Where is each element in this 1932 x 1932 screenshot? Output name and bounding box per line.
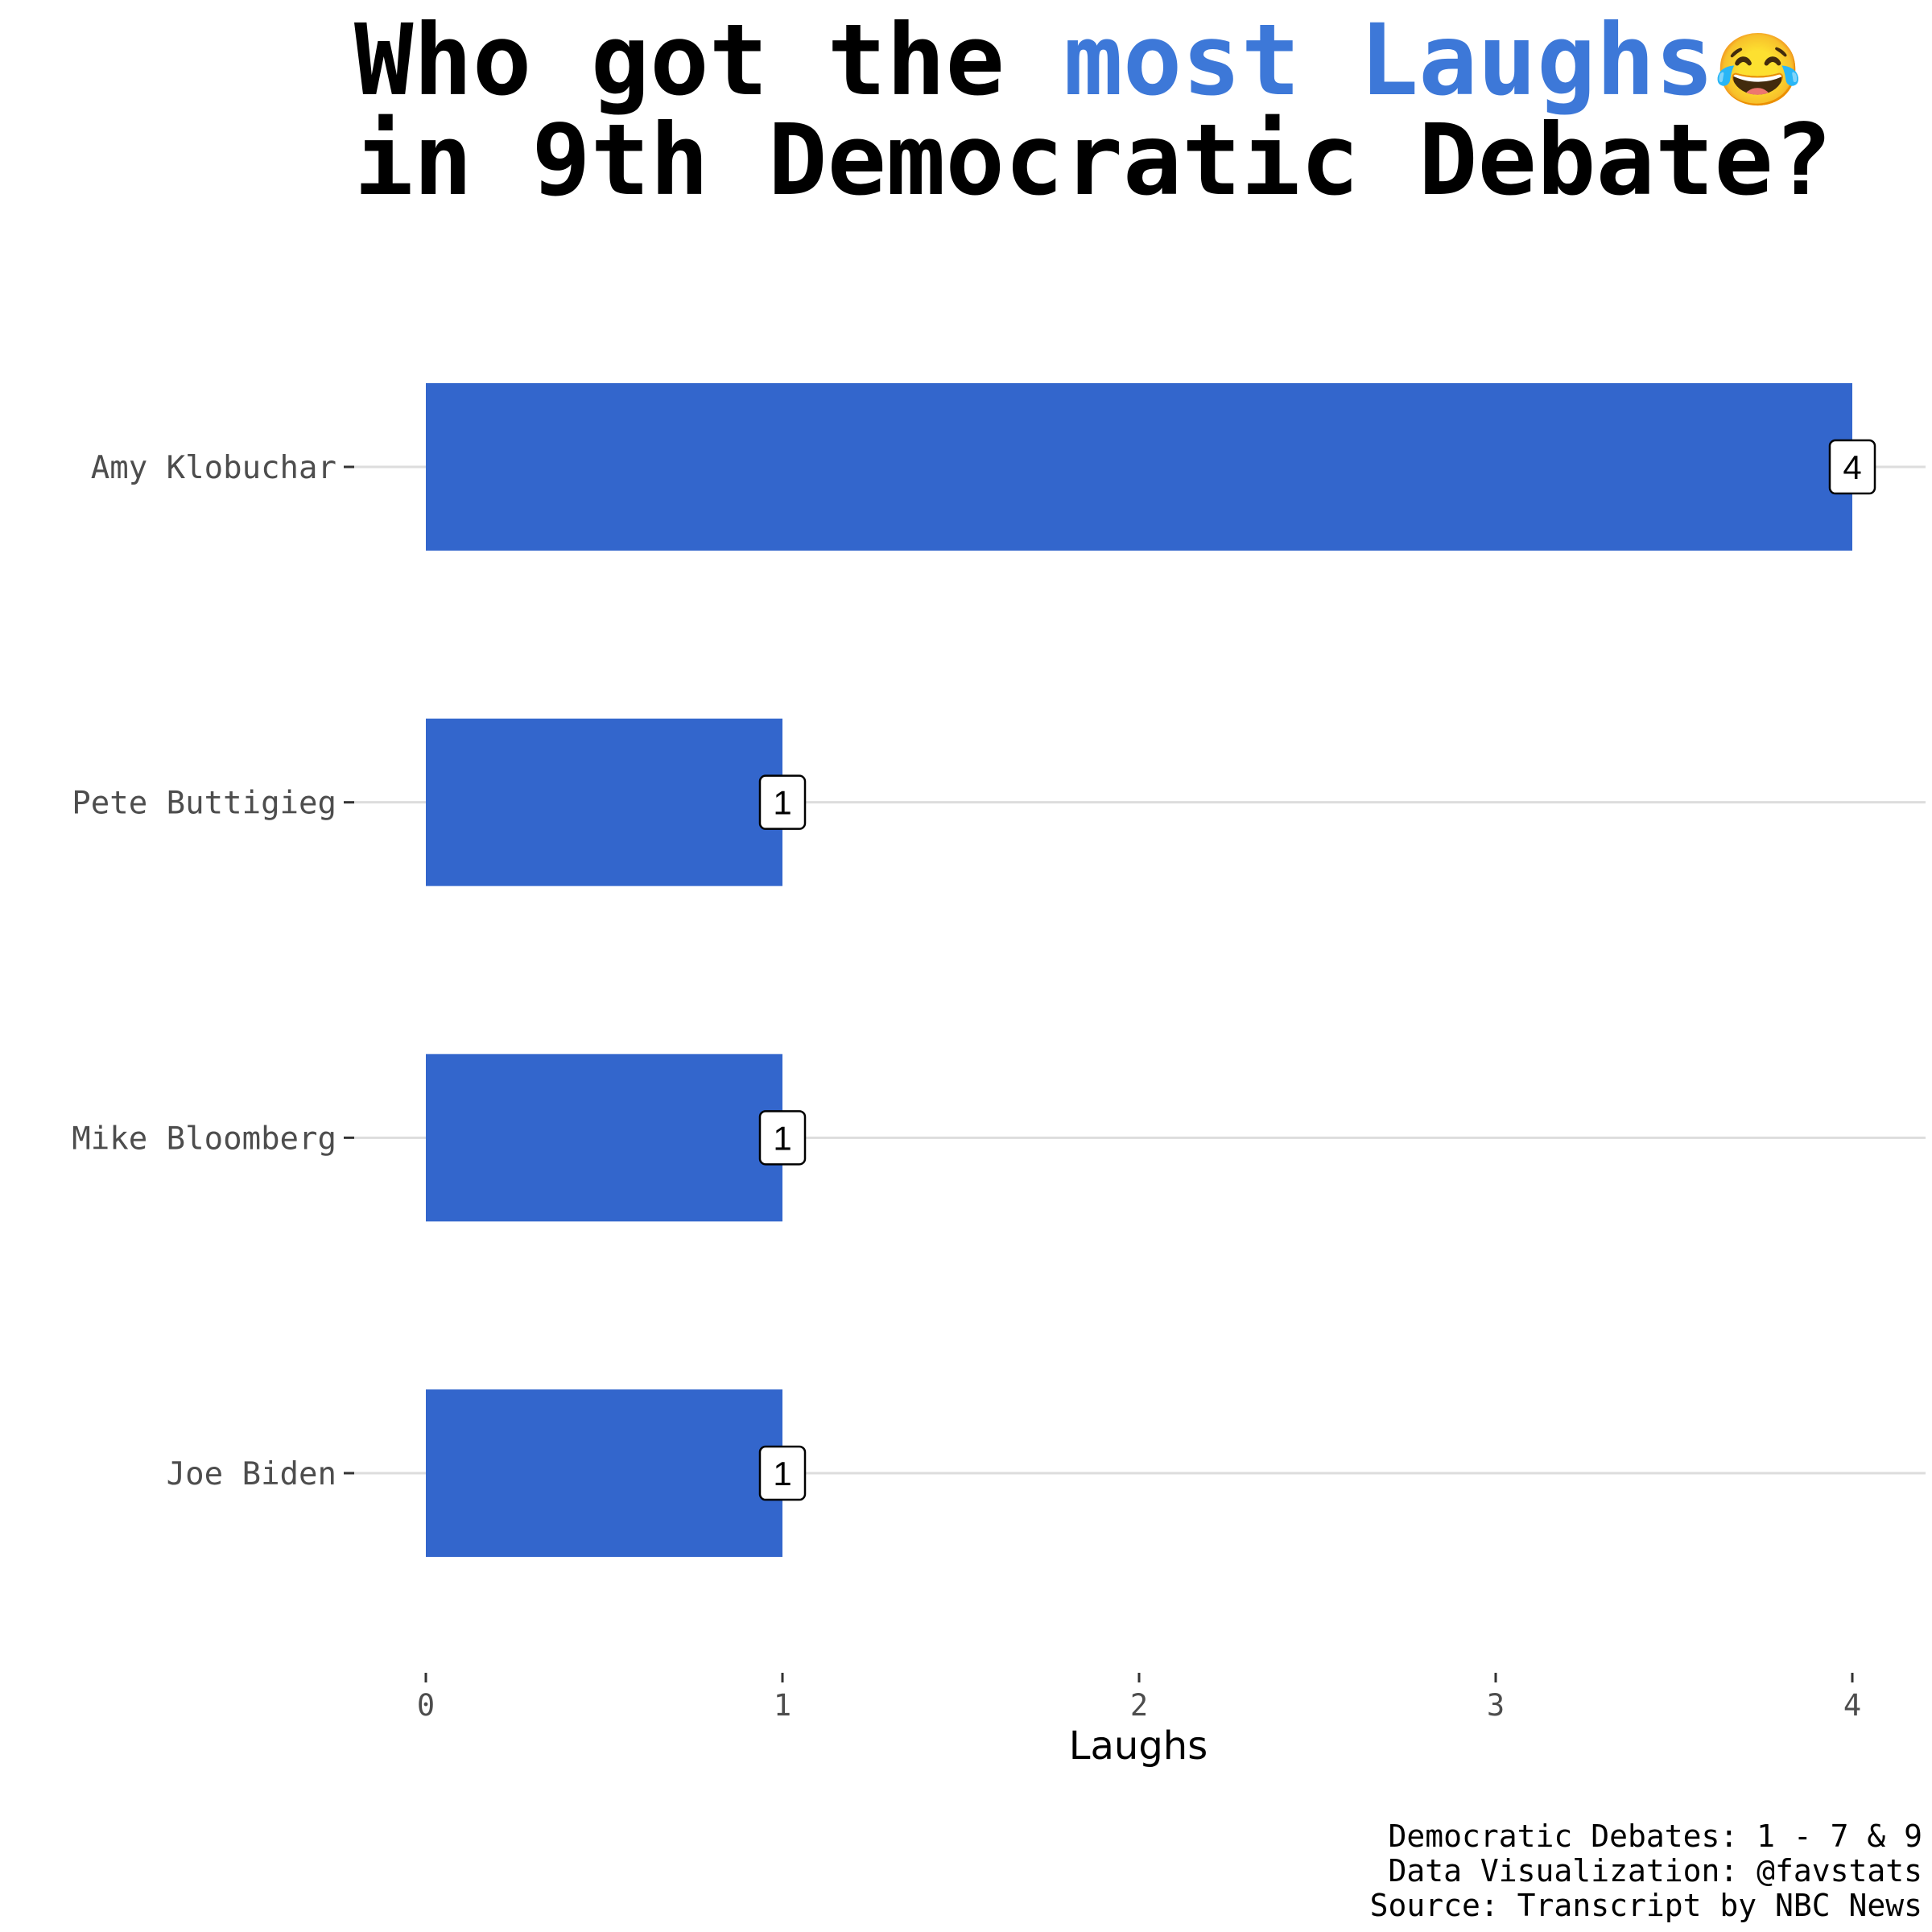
value-label-amy-klobuchar: 4	[1843, 448, 1861, 486]
category-axis: Amy Klobuchar Pete Buttigieg Mike Bloomber…	[72, 450, 354, 1492]
x-tick-label-1: 1	[774, 1688, 791, 1723]
bar-pete-buttigieg	[426, 718, 782, 886]
bar-joe-biden	[426, 1389, 782, 1558]
value-label-box-joe-biden	[758, 1445, 807, 1501]
category-label-mike-bloomberg: Mike Bloomberg	[72, 1121, 336, 1157]
category-label-amy-klobuchar: Amy Klobuchar	[91, 450, 336, 486]
chart-title-line-2: in 9th Democratic Debate?	[354, 103, 1832, 217]
x-axis-title: Laughs	[1069, 1724, 1208, 1769]
x-tick-label-3: 3	[1487, 1688, 1505, 1723]
value-label-box-pete-buttigieg	[758, 774, 807, 830]
laughing-emoji-icon: 😂	[1714, 28, 1802, 111]
caption-line-3: Source: Transcript by NBC News	[1370, 1888, 1922, 1923]
value-labels: 4 1 1 1	[758, 439, 1876, 1501]
chart-title: Who got the most Laughs😂 in 9th Democrat…	[354, 3, 1832, 217]
bar-amy-klobuchar	[426, 383, 1852, 551]
bars	[426, 383, 1852, 1558]
value-label-pete-buttigieg: 1	[773, 784, 791, 822]
category-label-joe-biden: Joe Biden	[167, 1456, 336, 1492]
bar-mike-bloomberg	[426, 1054, 782, 1222]
gridlines	[354, 465, 1926, 1475]
x-tick-label-0: 0	[417, 1688, 435, 1723]
title-prefix: Who got the	[354, 3, 1063, 118]
value-label-box-mike-bloomberg	[758, 1110, 807, 1166]
x-tick-label-4: 4	[1843, 1688, 1861, 1723]
value-label-box-amy-klobuchar	[1828, 439, 1876, 495]
chart-title-line-1: Who got the most Laughs😂	[354, 3, 1802, 118]
value-label-mike-bloomberg: 1	[773, 1119, 791, 1157]
x-axis: 0 1 2 3 4	[417, 1673, 1861, 1723]
caption-line-2: Data Visualization: @favstats	[1389, 1853, 1922, 1889]
caption-line-1: Democratic Debates: 1 - 7 & 9	[1389, 1818, 1922, 1854]
category-label-pete-buttigieg: Pete Buttigieg	[72, 786, 336, 822]
caption: Democratic Debates: 1 - 7 & 9 Data Visua…	[1370, 1818, 1922, 1923]
title-highlight: most Laughs	[1063, 3, 1714, 118]
x-tick-label-2: 2	[1130, 1688, 1148, 1723]
value-label-joe-biden: 1	[773, 1455, 791, 1492]
